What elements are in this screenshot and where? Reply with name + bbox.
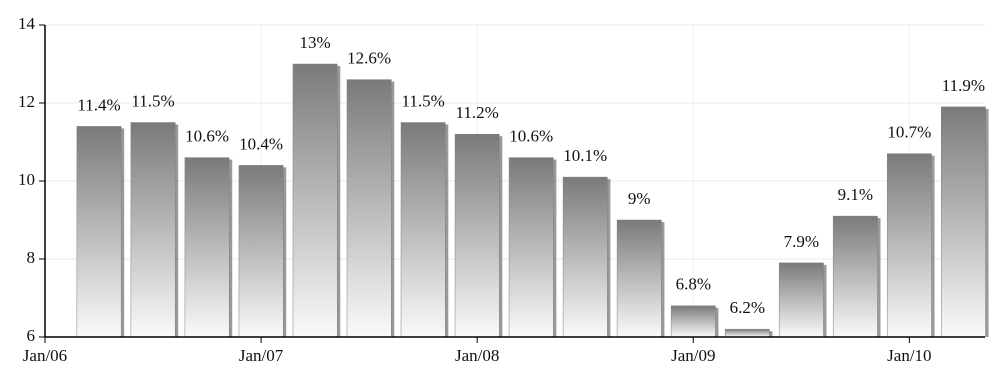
value-label: 9.1% — [838, 185, 873, 204]
bar — [76, 126, 122, 338]
bar — [778, 262, 824, 338]
value-label: 11.5% — [402, 91, 445, 110]
y-tick-label: 14 — [18, 14, 36, 33]
labels: 6 8 10 12 14 Jan/06 Jan/07 Jan/08 Jan/09 Jan/10 11… — [18, 14, 985, 365]
value-label: 10.7% — [887, 123, 931, 142]
bar — [724, 328, 770, 338]
bar — [346, 79, 392, 338]
bar — [562, 176, 608, 338]
bar — [508, 157, 554, 338]
x-tick-label: Jan/08 — [455, 346, 499, 365]
x-tick-label: Jan/07 — [239, 346, 284, 365]
y-tick-label: 8 — [27, 248, 36, 267]
bar — [940, 106, 986, 338]
x-tick-label: Jan/10 — [887, 346, 931, 365]
bar — [184, 157, 230, 338]
x-tick-label: Jan/09 — [671, 346, 715, 365]
bar — [454, 133, 500, 338]
value-label: 6.8% — [676, 275, 711, 294]
bar — [886, 153, 932, 338]
value-label: 10.6% — [185, 127, 229, 146]
bars — [76, 63, 989, 338]
value-label: 11.2% — [456, 103, 499, 122]
value-label: 9% — [628, 189, 651, 208]
value-label: 10.4% — [239, 134, 283, 153]
value-label: 7.9% — [784, 232, 819, 251]
bar — [832, 215, 878, 338]
y-tick-label: 12 — [18, 92, 35, 111]
value-label: 10.1% — [563, 146, 607, 165]
bar — [670, 305, 716, 338]
x-tick-label: Jan/06 — [23, 346, 67, 365]
value-label: 11.9% — [942, 76, 985, 95]
value-label: 12.6% — [347, 49, 391, 68]
value-label: 6.2% — [730, 298, 765, 317]
value-label: 11.5% — [131, 91, 174, 110]
bar — [130, 122, 176, 338]
value-label: 11.4% — [77, 95, 120, 114]
bar — [292, 63, 338, 338]
value-label: 13% — [300, 33, 331, 52]
bar — [400, 122, 446, 338]
y-tick-label: 10 — [18, 170, 35, 189]
bar — [616, 219, 662, 338]
bar — [238, 165, 284, 338]
y-tick-label: 6 — [27, 326, 36, 345]
value-label: 10.6% — [509, 127, 553, 146]
